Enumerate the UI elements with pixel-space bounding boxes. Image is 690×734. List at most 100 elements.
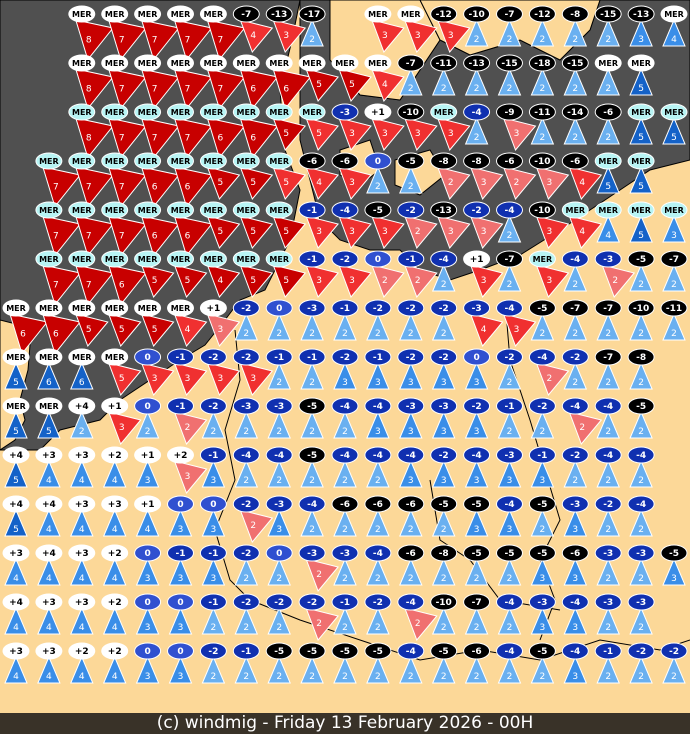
wind-speed-label: 7: [119, 35, 125, 45]
wind-triangle: [206, 19, 246, 61]
temperature-label: -13: [468, 59, 484, 69]
wind-triangle: [403, 117, 438, 151]
wind-triangle: [563, 312, 588, 341]
temperature-bubble: [496, 593, 523, 611]
temperature-bubble: [496, 348, 523, 366]
temperature-bubble: [167, 5, 194, 23]
temperature-label: 0: [276, 304, 282, 314]
station: 3 -4: [397, 446, 425, 488]
wind-speed-label: 5: [283, 178, 289, 188]
wind-speed-label: 3: [145, 574, 151, 584]
wind-triangle: [305, 607, 339, 641]
temperature-label: MER: [631, 157, 651, 166]
station: 3 -10: [528, 201, 570, 249]
temperature-label: MER: [72, 157, 92, 166]
temperature-bubble: [331, 446, 359, 464]
temperature-bubble: [101, 152, 129, 170]
temperature-bubble: [528, 397, 556, 415]
temperature-bubble: [397, 593, 425, 611]
temperature-bubble: [134, 299, 162, 317]
temperature-bubble: [594, 54, 622, 72]
wind-speed-label: 3: [448, 227, 454, 237]
wind-speed-label: 5: [13, 476, 19, 486]
station: 5 MER: [627, 54, 655, 96]
temperature-label: +1: [470, 255, 484, 265]
wind-speed-label: 4: [671, 35, 677, 45]
temperature-label: -2: [439, 451, 449, 461]
station: 4 +4: [35, 495, 63, 537]
temperature-bubble: [167, 152, 194, 170]
wind-speed-label: 5: [218, 178, 224, 188]
temperature-bubble: [528, 103, 556, 121]
temperature-label: MER: [39, 206, 59, 215]
temperature-label: MER: [72, 10, 92, 19]
wind-triangle: [37, 557, 61, 586]
temperature-label: MER: [72, 108, 92, 117]
wind-speed-label: 2: [507, 84, 513, 94]
wind-triangle: [530, 18, 555, 47]
wind-triangle: [239, 362, 274, 396]
temperature-label: -5: [307, 451, 317, 461]
wind-speed-label: 2: [507, 427, 513, 437]
temperature-bubble: [430, 348, 458, 366]
temperature-label: 0: [177, 598, 183, 608]
wind-triangle: [431, 557, 456, 586]
station: 2 -3: [627, 593, 655, 635]
temperature-label: MER: [664, 108, 684, 117]
station: 7 MER: [101, 54, 147, 110]
wind-speed-label: 2: [243, 476, 249, 486]
wind-speed-label: 4: [579, 227, 585, 237]
station: 5 MER: [627, 201, 655, 243]
wind-speed-label: 2: [441, 280, 447, 290]
wind-triangle: [37, 410, 61, 439]
wind-speed-label: 3: [283, 31, 289, 41]
temperature-label: -2: [373, 304, 383, 314]
wind-speed-label: 3: [145, 623, 151, 633]
temperature-bubble: [594, 642, 622, 660]
wind-speed-label: 4: [112, 525, 118, 535]
station: 30: [199, 495, 227, 537]
wind-triangle: [464, 116, 489, 145]
temperature-bubble: [561, 397, 589, 415]
wind-triangle: [497, 606, 522, 635]
temperature-bubble: [660, 544, 688, 562]
temperature-label: -4: [406, 451, 416, 461]
temperature-label: -6: [472, 647, 482, 657]
wind-triangle: [173, 215, 213, 257]
wind-speed-label: 6: [250, 133, 256, 143]
temperature-bubble: [101, 446, 129, 464]
temperature-label: MER: [664, 206, 684, 215]
station: 2 -2: [660, 642, 688, 684]
wind-triangle: [399, 165, 423, 194]
station: 2 -4: [298, 495, 326, 537]
temperature-bubble: [331, 201, 359, 219]
wind-triangle: [107, 264, 147, 306]
temperature-bubble: [364, 299, 392, 317]
temperature-label: MER: [204, 206, 224, 215]
temperature-bubble: [199, 152, 227, 170]
wind-speed-label: 3: [572, 623, 578, 633]
temperature-label: MER: [138, 255, 158, 264]
temperature-bubble: [298, 152, 326, 170]
temperature-bubble: [232, 642, 260, 660]
temperature-label: -3: [636, 598, 646, 608]
temperature-label: -5: [307, 402, 317, 412]
temperature-bubble: [561, 152, 589, 170]
wind-triangle: [563, 606, 588, 635]
temperature-label: MER: [105, 304, 125, 313]
wind-speed-label: 4: [13, 623, 19, 633]
wind-triangle: [267, 606, 291, 635]
temperature-label: MER: [72, 255, 92, 264]
wind-triangle: [206, 215, 241, 249]
temperature-bubble: [463, 250, 491, 268]
wind-speed-label: 2: [540, 525, 546, 535]
temperature-bubble: [199, 348, 227, 366]
wind-triangle: [366, 165, 390, 194]
station: 2 -1: [199, 593, 227, 635]
wind-speed-label: 3: [218, 374, 224, 384]
station: 2 -2: [397, 299, 425, 341]
wind-triangle: [596, 312, 620, 341]
station: 4 +3: [35, 593, 63, 635]
station: 5 MER: [660, 103, 688, 145]
wind-triangle: [399, 655, 423, 684]
